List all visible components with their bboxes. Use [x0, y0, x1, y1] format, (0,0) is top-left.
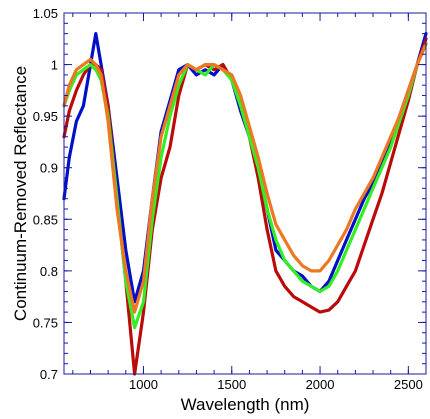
x-tick-label: 2000 [306, 377, 335, 392]
series-line-4 [62, 42, 428, 314]
y-tick-label: 0.75 [33, 315, 58, 330]
x-tick-label: 1500 [217, 377, 246, 392]
y-tick-label: 0.7 [40, 367, 58, 382]
tick-layer: 1000 1500 2000 2500 0.7 0.75 0.8 0.85 0.9 0.95 1 1.… [33, 6, 427, 392]
y-tick-label: 0.95 [33, 109, 58, 124]
y-tick-label: 1.05 [33, 6, 58, 21]
series-line-1 [62, 32, 428, 304]
x-tick-label: 1000 [129, 377, 158, 392]
x-axis-title: Wavelength (nm) [181, 395, 310, 414]
y-tick-label: 0.9 [40, 161, 58, 176]
y-axis-title: Continuum-Removed Reflectance [11, 66, 30, 321]
y-tick-label: 0.8 [40, 264, 58, 279]
x-tick-label: 2500 [394, 377, 423, 392]
y-tick-label: 1 [51, 58, 58, 73]
plot-frame [63, 12, 427, 375]
series-layer [62, 32, 428, 376]
y-tick-label: 0.85 [33, 212, 58, 227]
